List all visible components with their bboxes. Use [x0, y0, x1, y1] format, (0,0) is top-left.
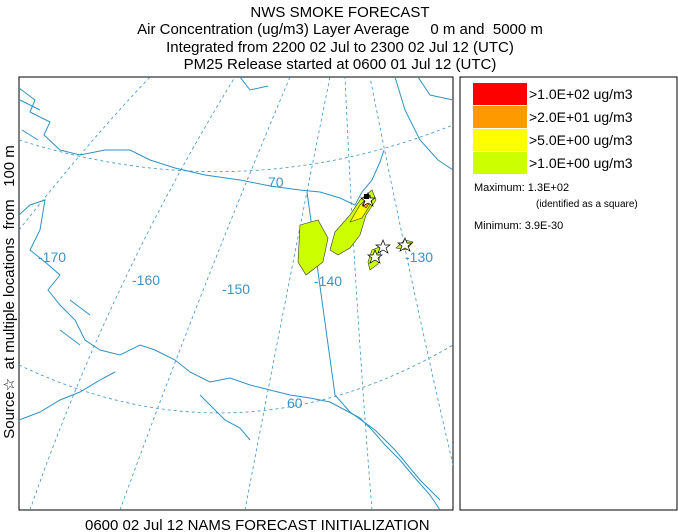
side-label: Source☆ at multiple locations from 100 m — [1, 145, 18, 439]
legend-swatch — [473, 83, 527, 105]
lon-label: -140 — [314, 273, 342, 289]
legend-swatch — [473, 106, 527, 128]
lon-label: -130 — [405, 249, 433, 265]
graticule — [19, 77, 453, 510]
footer: 0600 02 Jul 12 NAMS FORECAST INITIALIZAT… — [85, 517, 430, 532]
lat-label: 70 — [268, 174, 284, 190]
minimum: Minimum: 3.9E-30 — [474, 220, 563, 232]
source-stars — [359, 192, 414, 264]
maximum-note: (identified as a square) — [536, 199, 638, 210]
legend-swatch — [473, 152, 527, 174]
maximum-square — [364, 194, 369, 199]
map: -170 -160 -150 -140 -130 70 60 — [18, 76, 454, 511]
lon-label: -170 — [38, 249, 66, 265]
header-line: PM25 Release started at 0600 01 Jul 12 (… — [184, 56, 497, 73]
legend-label: >1.0E+02 ug/m3 — [529, 86, 633, 102]
lon-label: -160 — [132, 272, 160, 288]
legend-label: >2.0E+01 ug/m3 — [529, 109, 633, 125]
lat-label: 60 — [287, 395, 303, 411]
coastline — [19, 77, 453, 510]
legend-label: >1.0E+00 ug/m3 — [529, 155, 633, 171]
header-line: Integrated from 2200 02 Jul to 2300 02 J… — [166, 39, 514, 56]
title: NWS SMOKE FORECAST — [250, 4, 429, 21]
maximum: Maximum: 1.3E+02 — [474, 182, 569, 194]
header-line: Air Concentration (ug/m3) Layer Average … — [137, 21, 543, 38]
legend: >1.0E+02 ug/m3 >2.0E+01 ug/m3 >5.0E+00 ug/… — [459, 76, 678, 511]
legend-label: >5.0E+00 ug/m3 — [529, 132, 633, 148]
legend-swatch — [473, 129, 527, 151]
lon-label: -150 — [222, 281, 250, 297]
